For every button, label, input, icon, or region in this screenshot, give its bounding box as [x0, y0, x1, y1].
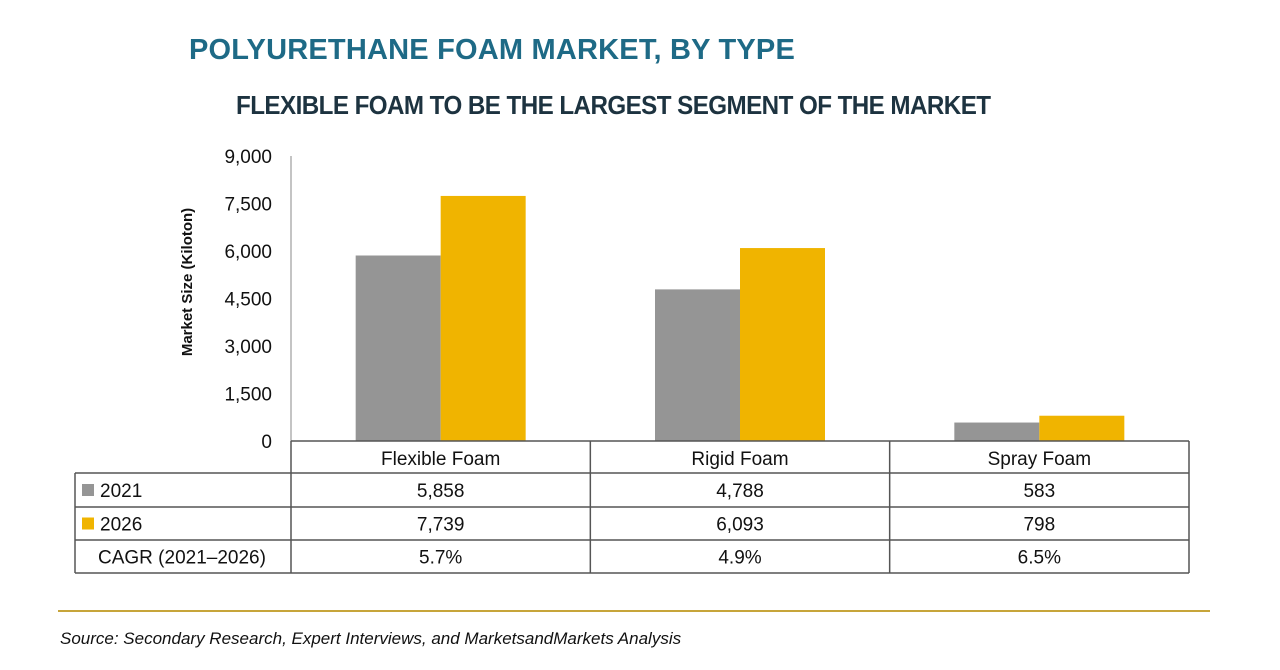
category-label: Spray Foam: [988, 449, 1091, 470]
data-label-2026: 6,093: [716, 515, 764, 536]
cagr-value: 4.9%: [718, 548, 761, 569]
legend-swatch-2026: [82, 517, 94, 530]
data-label-2021: 4,788: [716, 481, 764, 502]
legend-label-2021: 2021: [100, 481, 142, 502]
y-tick-label: 7,500: [224, 195, 272, 216]
y-tick-label: 9,000: [224, 147, 272, 168]
data-label-2021: 5,858: [417, 481, 465, 502]
y-tick-label: 0: [261, 432, 272, 453]
category-label: Rigid Foam: [691, 449, 788, 470]
bar-2026: [440, 195, 526, 441]
chart-canvas: 9,000 7,500 6,000 4,500 3,000 1,500 0 Market Si…: [74, 147, 1190, 574]
chart-subtitle: FLEXIBLE FOAM TO BE THE LARGEST SEGMENT …: [236, 90, 991, 120]
legend-label-2026: 2026: [100, 515, 142, 536]
bar-2021: [954, 422, 1040, 441]
source-note: Source: Secondary Research, Expert Inter…: [60, 629, 682, 648]
bar-2026: [740, 248, 825, 441]
y-tick-label: 4,500: [224, 290, 272, 311]
data-label-2026: 798: [1023, 515, 1055, 536]
y-tick-label: 3,000: [224, 337, 272, 358]
bar-2021: [655, 289, 740, 441]
data-label-2026: 7,739: [417, 515, 465, 536]
bar-2026: [1039, 415, 1125, 441]
y-axis-title: Market Size (Kiloton): [179, 208, 196, 356]
category-label: Flexible Foam: [381, 449, 500, 470]
data-label-2021: 583: [1023, 481, 1055, 502]
footer-rule: [58, 610, 1210, 612]
chart-title: POLYURETHANE FOAM MARKET, BY TYPE: [189, 34, 795, 66]
legend-swatch-2021: [82, 484, 94, 496]
bar-2021: [355, 255, 441, 441]
cagr-row-label: CAGR (2021–2026): [98, 548, 266, 569]
cagr-value: 6.5%: [1018, 548, 1061, 569]
y-tick-label: 6,000: [224, 242, 272, 263]
cagr-value: 5.7%: [419, 548, 462, 569]
y-tick-label: 1,500: [224, 385, 272, 406]
